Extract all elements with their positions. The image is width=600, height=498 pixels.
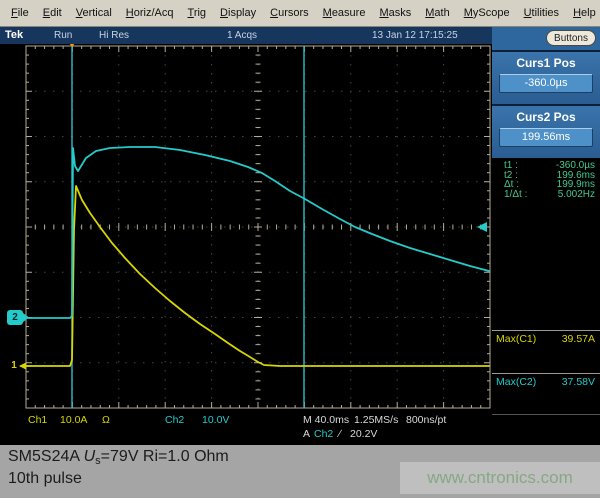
ch1-scale[interactable]: 10.0A xyxy=(60,414,88,426)
cursor1-position-panel: Curs1 Pos -360.0µs xyxy=(492,52,600,104)
menu-bar: File Edit Vertical Horiz/Acq Trig Displa… xyxy=(0,0,600,27)
right-control-panel: Buttons Curs1 Pos -360.0µs Curs2 Pos 199… xyxy=(492,27,600,445)
cursor1-position-field[interactable]: -360.0µs xyxy=(499,74,593,93)
channel-2-marker-box[interactable] xyxy=(7,310,23,325)
cursor-readout-dt: Δt : 199.9ms xyxy=(492,180,600,190)
measurement-max-c1: Max(C1) 39.57A xyxy=(492,330,600,372)
readout-area: t1 : -360.0µs t2 : 199.6ms Δt : 199.9ms … xyxy=(492,158,600,445)
menu-display[interactable]: Display xyxy=(220,7,257,19)
max-c1-label: Max(C1) xyxy=(496,333,537,345)
cursor2-panel-title: Curs2 Pos xyxy=(516,110,576,124)
menu-help[interactable]: Help xyxy=(573,7,596,19)
menu-trig[interactable]: Trig xyxy=(187,7,207,19)
ch2-label[interactable]: Ch2 xyxy=(165,414,185,426)
buttons-button[interactable]: Buttons xyxy=(546,30,596,46)
inv-dt-value: 5.002Hz xyxy=(557,188,595,200)
acquisition-mode: Hi Res xyxy=(99,30,130,41)
waveform-display xyxy=(0,44,492,445)
caption-us-symbol: U xyxy=(83,448,96,465)
ch1-label[interactable]: Ch1 xyxy=(28,414,48,426)
trigger-level-icon[interactable] xyxy=(477,222,487,232)
menu-myscope[interactable]: MyScope xyxy=(463,7,510,19)
ch2-scale[interactable]: 10.0V xyxy=(202,414,230,426)
menu-file[interactable]: File xyxy=(11,7,29,19)
trigger-source: Ch2 xyxy=(314,428,334,440)
graticule-ticks xyxy=(25,45,491,409)
channel-1-marker[interactable]: 1 xyxy=(11,360,17,371)
datetime: 13 Jan 12 17:15:25 xyxy=(372,30,458,41)
t2-label: t2 : xyxy=(504,169,518,181)
ch1-coupling-icon: Ω xyxy=(102,414,110,426)
max-c1-value: 39.57A xyxy=(561,333,595,345)
t1-value: -360.0µs xyxy=(555,160,595,171)
menu-utilities[interactable]: Utilities xyxy=(523,7,560,19)
acquisition-count: 1 Acqs xyxy=(227,30,258,41)
channel-1-marker-arrow-icon xyxy=(19,362,26,370)
caption-line1: SM5S24A Us=79V Ri=1.0 Ohm xyxy=(8,448,229,467)
dt-value: 199.9ms xyxy=(556,179,595,191)
status-bar: Tek Run Hi Res 1 Acqs 13 Jan 12 17:15:25 xyxy=(0,27,492,44)
menu-masks[interactable]: Masks xyxy=(379,7,412,19)
cursor2-position-panel: Curs2 Pos 199.56ms xyxy=(492,106,600,158)
cursor2-position-field[interactable]: 199.56ms xyxy=(499,128,593,147)
menu-measure[interactable]: Measure xyxy=(322,7,366,19)
trace-ch2[interactable] xyxy=(25,146,490,319)
cursor-readout-t2: t2 : 199.6ms xyxy=(492,169,600,181)
channel-2-marker[interactable]: 2 xyxy=(12,312,18,323)
panel-header: Buttons xyxy=(492,27,600,50)
max-c2-label: Max(C2) xyxy=(496,376,537,388)
trace-ch1[interactable] xyxy=(25,185,490,367)
menu-cursors[interactable]: Cursors xyxy=(270,7,309,19)
cursor1-panel-title: Curs1 Pos xyxy=(516,56,576,70)
inv-dt-label: 1/Δt : xyxy=(504,188,528,200)
menu-vertical[interactable]: Vertical xyxy=(75,7,112,19)
cursor-readout-freq: 1/Δt : 5.002Hz xyxy=(492,188,600,200)
menu-horiz-acq[interactable]: Horiz/Acq xyxy=(125,7,174,19)
caption-conditions: =79V Ri=1.0 Ohm xyxy=(100,448,229,465)
tek-logo: Tek xyxy=(5,29,24,41)
run-state: Run xyxy=(54,30,73,41)
caption-line2: 10th pulse xyxy=(8,470,82,487)
measurement-max-c2: Max(C2) 37.58V xyxy=(492,373,600,415)
t2-value: 199.6ms xyxy=(556,169,595,181)
trigger-type: A xyxy=(303,428,311,440)
caption-device: SM5S24A xyxy=(8,448,84,465)
dt-label: Δt : xyxy=(504,179,520,191)
t1-label: t1 : xyxy=(504,160,518,171)
menu-math[interactable]: Math xyxy=(425,7,450,19)
caption-us-subscript: s xyxy=(95,455,101,467)
channel-2-marker-arrow-icon xyxy=(23,313,29,322)
watermark-text: www.cntronics.com xyxy=(427,468,573,487)
timebase: M 40.0ms xyxy=(303,414,350,426)
watermark-box: www.cntronics.com xyxy=(400,462,600,494)
menu-edit[interactable]: Edit xyxy=(42,7,62,19)
trigger-level: 20.2V xyxy=(350,428,378,440)
caption-strip: SM5S24A Us=79V Ri=1.0 Ohm 10th pulse www… xyxy=(0,445,600,498)
trigger-slope-icon: ∕ xyxy=(339,428,341,440)
record-resolution: 800ns/pt xyxy=(406,414,447,426)
cursor-readout-t1: t1 : -360.0µs xyxy=(492,158,600,171)
sample-rate: 1.25MS/s xyxy=(354,414,399,426)
max-c2-value: 37.58V xyxy=(561,376,595,388)
